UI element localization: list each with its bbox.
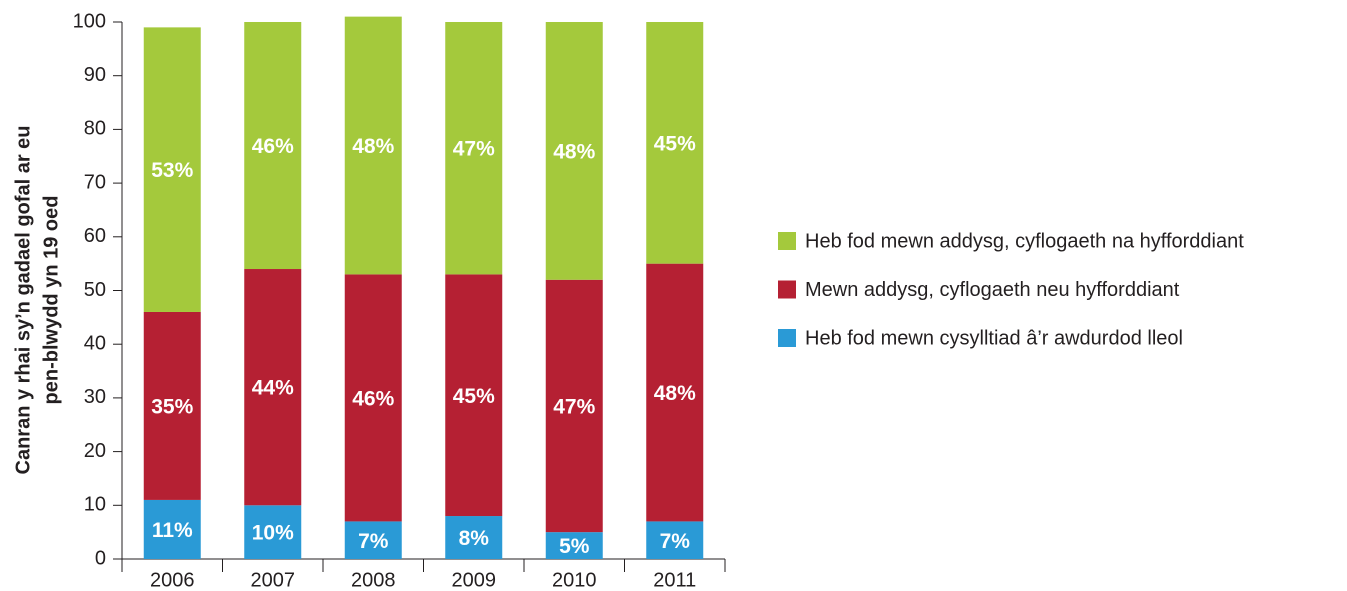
data-label: 5% — [559, 535, 590, 558]
y-tick-label: 70 — [84, 171, 106, 193]
data-label: 48% — [654, 382, 696, 405]
y-tick-label: 80 — [84, 118, 106, 140]
data-label: 10% — [252, 522, 294, 545]
bar-segment — [646, 263, 704, 522]
x-tick-label: 2007 — [251, 569, 296, 591]
bar-segment — [244, 22, 302, 270]
y-tick-label: 20 — [84, 440, 106, 462]
x-tick-label: 2011 — [653, 569, 696, 591]
bar-segment — [646, 521, 704, 559]
y-tick-label: 0 — [95, 547, 106, 569]
data-label: 11% — [152, 519, 193, 542]
bar-segment — [143, 499, 201, 559]
y-tick-label: 30 — [84, 386, 106, 408]
legend-label: Heb fod mewn addysg, cyflogaeth na hyffo… — [805, 230, 1244, 252]
data-label: 7% — [358, 530, 389, 553]
x-tick-label: 2010 — [552, 569, 597, 591]
legend-swatch — [778, 329, 796, 347]
y-tick-label: 90 — [84, 64, 106, 86]
y-axis-title: Canran y rhai sy’n gadael gofal ar eu pe… — [12, 125, 62, 474]
legend-swatch — [778, 280, 796, 299]
y-axis-title-line: pen-blwydd yn 19 oed — [40, 196, 62, 405]
x-tick-label: 2009 — [452, 569, 497, 591]
y-tick-label: 40 — [84, 332, 106, 354]
data-label: 47% — [553, 396, 595, 419]
data-label: 46% — [352, 387, 394, 410]
data-label: 8% — [459, 527, 490, 550]
bar-segment — [143, 27, 201, 312]
bar-segment — [244, 269, 302, 506]
y-tick-label: 60 — [84, 225, 106, 247]
data-label: 46% — [252, 135, 294, 158]
data-label: 7% — [660, 530, 691, 553]
bar-segment — [545, 22, 603, 280]
bar-segment — [646, 22, 704, 264]
bar-segment — [445, 274, 503, 517]
bar-segment — [545, 279, 603, 533]
data-label: 53% — [151, 159, 193, 182]
y-axis-title-line: Canran y rhai sy’n gadael gofal ar eu — [12, 125, 34, 474]
x-tick-label: 2008 — [351, 569, 396, 591]
bar-segment — [344, 274, 402, 522]
bar-segment — [445, 22, 503, 275]
data-label: 47% — [453, 138, 495, 161]
bar-segment — [344, 521, 402, 559]
bar-segment — [244, 505, 302, 559]
data-label: 44% — [252, 377, 294, 400]
bar-segment — [344, 16, 402, 275]
data-label: 48% — [352, 135, 394, 158]
bar-segment — [545, 532, 603, 559]
data-label: 48% — [553, 140, 595, 163]
bar-segment — [445, 516, 503, 559]
x-tick-label: 2006 — [150, 569, 195, 591]
legend-swatch — [778, 232, 796, 250]
y-tick-label: 100 — [73, 10, 106, 32]
bar-segment — [143, 311, 201, 500]
y-tick-label: 50 — [84, 279, 106, 301]
data-label: 45% — [453, 385, 495, 408]
data-label: 45% — [654, 132, 696, 155]
y-tick-label: 10 — [84, 494, 106, 516]
legend-label: Heb fod mewn cysylltiad â’r awdurdod lle… — [805, 327, 1183, 349]
legend-label: Mewn addysg, cyflogaeth neu hyfforddiant — [805, 279, 1180, 301]
data-label: 35% — [151, 396, 193, 419]
